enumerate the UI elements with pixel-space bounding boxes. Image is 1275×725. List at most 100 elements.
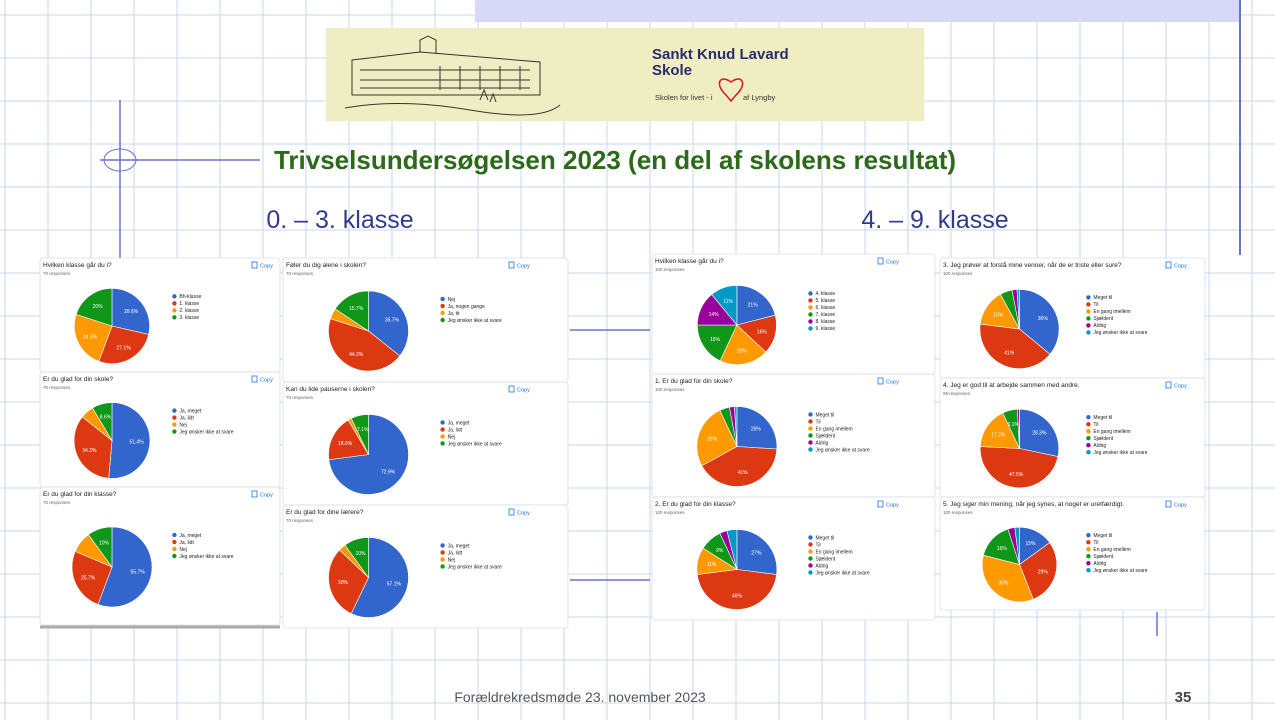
pie-slice — [736, 285, 776, 326]
copy-button[interactable]: Copy — [877, 500, 899, 509]
data-label: 29% — [1038, 569, 1049, 575]
copy-label: Copy — [260, 493, 273, 499]
pie-slice — [368, 290, 409, 357]
copy-icon — [508, 385, 515, 393]
data-label: 18.6% — [338, 441, 353, 447]
legend-swatch — [172, 532, 177, 538]
copy-button[interactable]: Copy — [1165, 381, 1187, 390]
chart-title: 1. Er du glad for din skole? — [655, 378, 733, 385]
copy-icon — [877, 500, 884, 508]
legend-label: Jeg ønsker ikke at svare — [179, 429, 233, 435]
copy-button[interactable]: Copy — [877, 377, 899, 386]
legend-swatch — [1086, 415, 1091, 420]
data-label: 26% — [751, 427, 762, 433]
legend-swatch — [808, 440, 813, 445]
legend-swatch — [440, 564, 445, 569]
data-label: 11% — [707, 562, 717, 568]
legend-label: Ja, nogen gange — [448, 304, 485, 310]
pie-slice — [696, 569, 777, 610]
legend-swatch — [172, 415, 177, 420]
legend-label: En gang imellem — [815, 549, 852, 555]
data-label: 30% — [338, 580, 349, 586]
legend-label: Til — [815, 419, 820, 425]
copy-button[interactable]: Copy — [251, 261, 273, 270]
legend-label: Ja, lidt — [179, 540, 194, 546]
chart-title: 3. Jeg prøver at forstå mine venner, når… — [943, 261, 1122, 269]
pie-slice — [73, 416, 113, 479]
legend-label: Aldrig — [1093, 323, 1106, 329]
chart-title: Føler du dig alene i skolen? — [286, 262, 366, 269]
legend-swatch — [808, 549, 813, 554]
data-label: 44.3% — [349, 352, 364, 358]
legend-label: Meget til — [815, 535, 834, 541]
pie-slice — [98, 325, 150, 364]
copy-button[interactable]: Copy — [508, 508, 530, 517]
chart-panel: Er du glad for din skole? 70 responses Cop… — [43, 375, 273, 479]
pie-slice — [696, 409, 738, 467]
pie-slice — [1019, 542, 1058, 600]
copy-button[interactable]: Copy — [1165, 500, 1187, 509]
legend-swatch — [1086, 330, 1091, 335]
chart-panel: Hvilken klasse går du i? 70 responses Copy… — [43, 261, 273, 364]
chart-panel: 5. Jeg siger min mening, når jeg synes, … — [943, 500, 1187, 603]
legend-label: 5. klasse — [815, 298, 835, 304]
legend-swatch — [172, 301, 177, 306]
pie-slice — [75, 288, 113, 327]
legend-label: Ja, lidt — [179, 415, 194, 421]
copy-label: Copy — [517, 264, 530, 270]
legend-swatch — [172, 315, 177, 320]
chart-title: Er du glad for din skole? — [43, 376, 113, 383]
legend-swatch — [808, 563, 813, 568]
legend-swatch — [808, 326, 813, 331]
legend-swatch — [1086, 309, 1091, 314]
data-label: 35% — [998, 581, 1009, 587]
legend-label: 9. klasse — [815, 326, 835, 332]
legend-label: Nej — [448, 434, 456, 440]
copy-button[interactable]: Copy — [251, 490, 273, 499]
legend-label: 4. klasse — [815, 291, 835, 297]
copy-button[interactable]: Copy — [251, 375, 273, 384]
data-label: 21% — [748, 303, 759, 309]
page-number: 35 — [1175, 689, 1192, 706]
legend-label: Jeg ønsker ikke at svare — [1093, 568, 1147, 574]
logo: Sankt Knud Lavard Skole Skolen for livet… — [326, 28, 924, 121]
data-label: 47.5% — [1009, 472, 1024, 478]
chart-title: Er du glad for dine lærere? — [286, 509, 364, 516]
legend-swatch — [440, 427, 445, 432]
legend-swatch — [172, 429, 177, 434]
copy-icon — [1165, 261, 1172, 269]
section-subtitle: 4. – 9. klasse — [861, 206, 1008, 234]
pie-slice — [726, 529, 738, 570]
copy-button[interactable]: Copy — [1165, 261, 1187, 270]
chart-panel: 4. Jeg er god til at arbejde sammen med … — [943, 381, 1187, 488]
pie-slice — [334, 290, 369, 332]
legend-label: Ja, tit — [448, 311, 461, 317]
pie-slice — [701, 446, 778, 487]
data-label: 28.3% — [1032, 430, 1047, 436]
pie-slice — [92, 402, 113, 442]
chart-title: Er du glad for din klasse? — [43, 491, 117, 498]
legend-swatch — [808, 535, 813, 540]
pie-slice — [74, 313, 113, 362]
copy-button[interactable]: Copy — [877, 257, 899, 266]
legend-swatch — [440, 557, 445, 562]
legend-swatch — [808, 542, 813, 547]
copy-button[interactable]: Copy — [508, 385, 530, 394]
panel — [939, 377, 1206, 498]
pie-slice — [108, 402, 151, 479]
chart-subtitle: 70 responses — [286, 271, 314, 276]
copy-button[interactable]: Copy — [508, 261, 530, 270]
legend-label: Nej — [179, 422, 187, 428]
chart-subtitle: 70 responses — [286, 518, 314, 523]
data-label: 15% — [993, 313, 1004, 319]
pie-slice — [979, 446, 1059, 488]
legend-label: Ja, meget — [448, 420, 471, 426]
copy-label: Copy — [517, 511, 530, 517]
data-label: 20% — [737, 348, 748, 354]
legend-swatch — [1086, 295, 1091, 300]
data-label: 15.7% — [349, 306, 364, 312]
panels: Hvilken klasse går du i? 70 responses Copy… — [39, 253, 1206, 629]
pie-slice — [350, 537, 409, 618]
legend-label: En gang imellem — [815, 426, 852, 432]
chart-panel: 2. Er du glad for din klasse? 100 respons… — [655, 500, 899, 610]
